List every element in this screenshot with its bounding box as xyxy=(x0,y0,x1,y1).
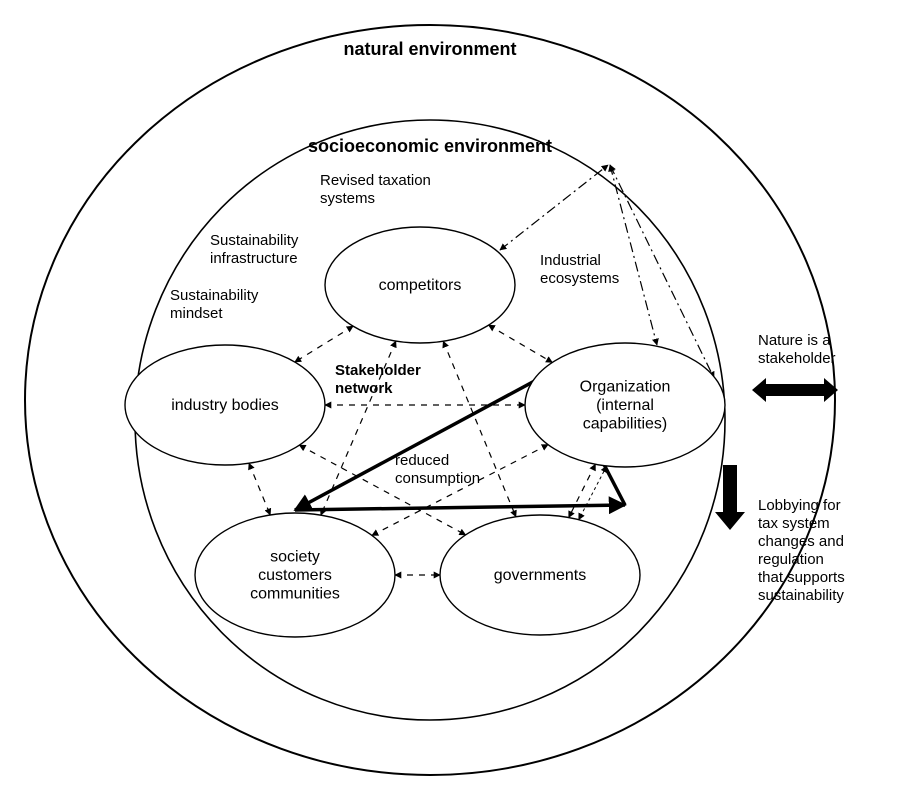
annotation-lobbying-4: that supports xyxy=(758,569,845,586)
annotation-reduced_cons-1: consumption xyxy=(395,470,480,487)
annotation-lobbying-1: tax system xyxy=(758,515,830,532)
edge-competitors-organization xyxy=(489,325,553,362)
edge-bold-0 xyxy=(295,370,555,510)
node-governments-label-0: governments xyxy=(494,567,587,584)
outer-ring-title: natural environment xyxy=(343,39,516,59)
annotation-nature_stake-0: Nature is a xyxy=(758,332,831,349)
annotation-sustain_mindset-1: mindset xyxy=(170,305,223,322)
node-society-label-1: customers xyxy=(258,567,332,584)
edge-dashdot-2 xyxy=(610,165,657,345)
node-organization-label-2: capabilities) xyxy=(583,415,667,432)
annotation-sustain_infra-0: Sustainability xyxy=(210,232,299,249)
node-organization-label-0: Organization xyxy=(580,379,671,396)
annotation-industrial_eco-0: Industrial xyxy=(540,252,601,269)
annotation-lobbying-0: Lobbying for xyxy=(758,497,841,514)
edge-competitors-governments xyxy=(443,341,516,517)
annotation-lobbying-5: sustainability xyxy=(758,587,844,604)
node-society-label-2: communities xyxy=(250,585,340,602)
edge-bold-1 xyxy=(295,505,625,510)
annotation-reduced_cons-0: reduced xyxy=(395,452,449,469)
annotation-industrial_eco-1: ecosystems xyxy=(540,270,619,287)
annotation-stakeholder_net-0: Stakeholder xyxy=(335,362,421,379)
annotation-lobbying-3: regulation xyxy=(758,551,824,568)
edge-organization-governments xyxy=(569,464,596,517)
node-organization-label-1: (internal xyxy=(596,397,654,414)
edge-dashdot-0 xyxy=(500,165,608,250)
annotation-revised_tax-1: systems xyxy=(320,190,375,207)
annotation-nature_stake-1: stakeholder xyxy=(758,350,836,367)
edge-competitors-industry xyxy=(295,326,353,362)
edge-org-gov-extra xyxy=(579,466,607,520)
annotation-sustain_mindset-0: Sustainability xyxy=(170,287,259,304)
node-society-label-0: society xyxy=(270,549,320,566)
edge-industry-society xyxy=(249,463,270,515)
nature-stakeholder-arrow xyxy=(752,378,838,402)
node-competitors-label-0: competitors xyxy=(379,277,462,294)
annotation-revised_tax-0: Revised taxation xyxy=(320,172,431,189)
annotation-sustain_infra-1: infrastructure xyxy=(210,250,298,267)
node-industry-label-0: industry bodies xyxy=(171,397,279,414)
annotation-stakeholder_net-1: network xyxy=(335,380,393,397)
annotation-lobbying-2: changes and xyxy=(758,533,844,550)
inner-ring-title: socioeconomic environment xyxy=(308,136,552,156)
